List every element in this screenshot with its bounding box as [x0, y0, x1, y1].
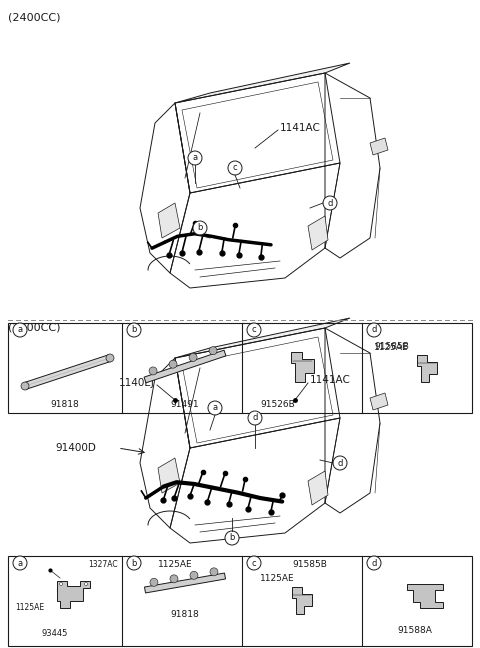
Text: c: c — [252, 325, 256, 334]
Polygon shape — [158, 203, 180, 238]
Circle shape — [209, 347, 217, 354]
Circle shape — [149, 367, 157, 375]
Text: d: d — [327, 198, 333, 207]
Text: a: a — [192, 154, 198, 163]
Text: b: b — [229, 533, 235, 542]
Polygon shape — [308, 471, 328, 505]
Text: 93445: 93445 — [42, 629, 68, 638]
Text: 1327AC: 1327AC — [88, 560, 118, 569]
Circle shape — [248, 411, 262, 425]
Circle shape — [170, 575, 178, 583]
Text: a: a — [17, 325, 23, 334]
Polygon shape — [144, 573, 226, 593]
Circle shape — [189, 353, 197, 362]
Circle shape — [190, 572, 198, 579]
Text: c: c — [252, 559, 256, 568]
Circle shape — [210, 568, 218, 576]
Circle shape — [367, 323, 381, 337]
Text: 1140EJ: 1140EJ — [119, 378, 155, 388]
Text: a: a — [17, 559, 23, 568]
Text: 1125AE: 1125AE — [15, 603, 44, 612]
Circle shape — [13, 556, 27, 570]
Circle shape — [333, 456, 347, 470]
Circle shape — [169, 360, 177, 368]
Text: 91526B: 91526B — [260, 400, 295, 409]
Polygon shape — [417, 355, 437, 382]
Polygon shape — [292, 587, 312, 614]
Circle shape — [193, 221, 207, 235]
Text: 1141AC: 1141AC — [310, 375, 351, 385]
Text: d: d — [337, 459, 343, 467]
Text: b: b — [197, 224, 203, 233]
Polygon shape — [144, 350, 226, 383]
Polygon shape — [291, 352, 313, 382]
Circle shape — [127, 556, 141, 570]
Text: b: b — [132, 559, 137, 568]
Circle shape — [367, 556, 381, 570]
Text: 1125AE: 1125AE — [260, 574, 295, 583]
Text: b: b — [132, 325, 137, 334]
Polygon shape — [175, 318, 350, 358]
Circle shape — [247, 323, 261, 337]
Text: d: d — [372, 559, 377, 568]
Circle shape — [188, 151, 202, 165]
Text: 91585B: 91585B — [374, 342, 409, 351]
Text: d: d — [372, 325, 377, 334]
Polygon shape — [407, 584, 443, 608]
Text: 91818: 91818 — [50, 400, 79, 409]
Polygon shape — [308, 216, 328, 250]
Text: (2700CC): (2700CC) — [8, 322, 60, 332]
Polygon shape — [24, 354, 111, 389]
Circle shape — [84, 583, 87, 586]
Text: 91818: 91818 — [170, 610, 199, 619]
Text: 91585B: 91585B — [292, 560, 327, 569]
Circle shape — [60, 583, 62, 586]
Circle shape — [323, 196, 337, 210]
Text: d: d — [252, 413, 258, 422]
Text: 91400D: 91400D — [55, 443, 96, 453]
Text: 91588A: 91588A — [397, 626, 432, 635]
Text: 91491: 91491 — [171, 400, 199, 409]
Text: 1141AC: 1141AC — [280, 123, 321, 133]
Circle shape — [127, 323, 141, 337]
Text: 1125AE: 1125AE — [374, 343, 408, 352]
Polygon shape — [370, 138, 388, 155]
Text: a: a — [213, 404, 217, 413]
Text: (2400CC): (2400CC) — [8, 12, 60, 22]
Circle shape — [208, 401, 222, 415]
Polygon shape — [57, 581, 90, 608]
Circle shape — [106, 354, 114, 362]
Circle shape — [21, 382, 29, 390]
Polygon shape — [158, 458, 180, 493]
Polygon shape — [370, 393, 388, 410]
Circle shape — [13, 323, 27, 337]
Circle shape — [228, 161, 242, 175]
Text: c: c — [233, 163, 237, 172]
Circle shape — [247, 556, 261, 570]
Polygon shape — [175, 63, 350, 103]
Circle shape — [150, 578, 158, 586]
Circle shape — [225, 531, 239, 545]
Text: 1125AE: 1125AE — [158, 560, 192, 569]
